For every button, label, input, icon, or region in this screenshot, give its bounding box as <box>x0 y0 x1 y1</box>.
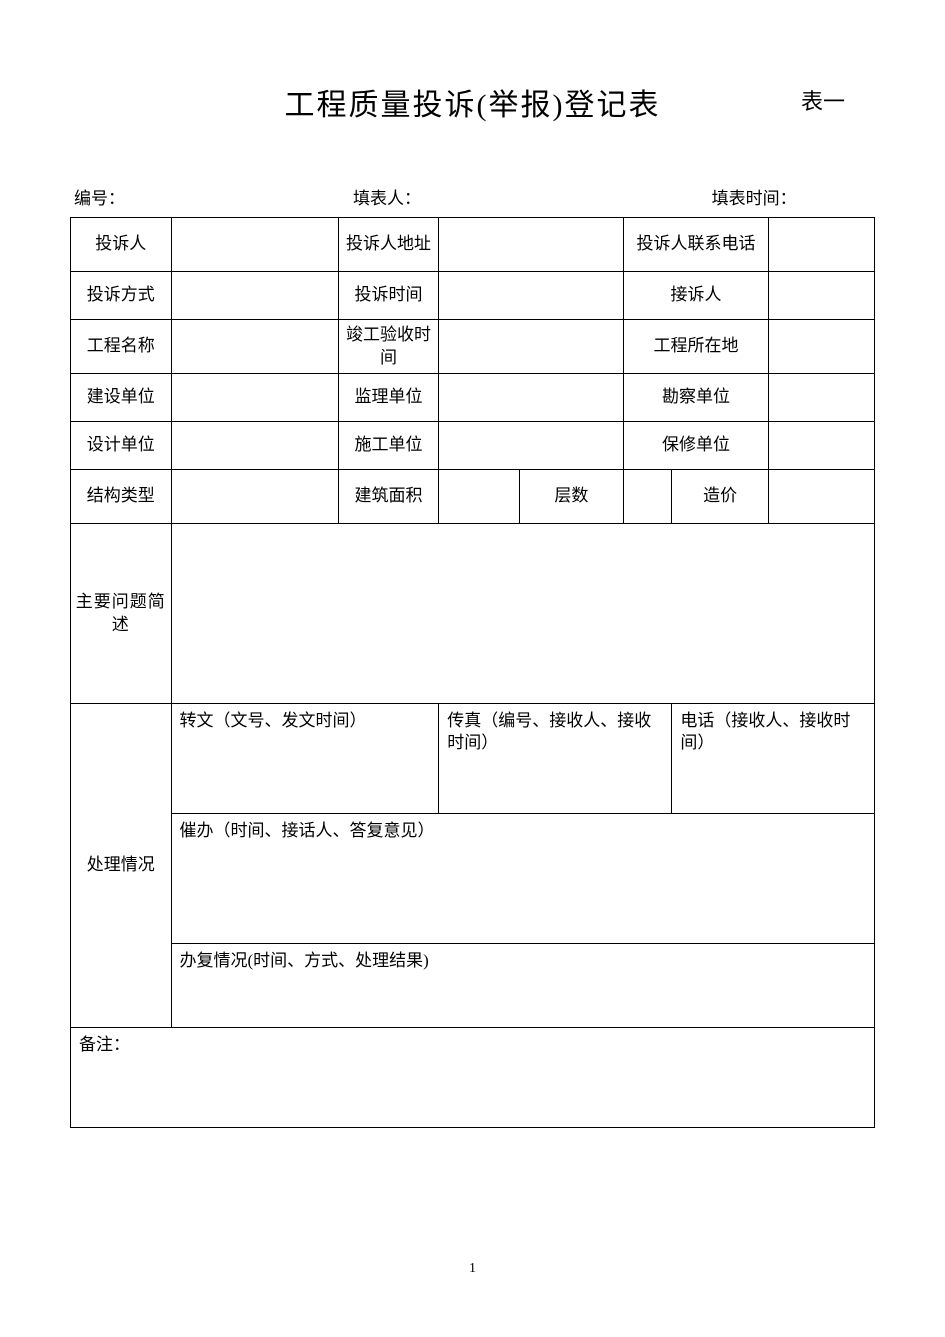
label-structure-type: 结构类型 <box>71 470 172 524</box>
value-project-name <box>171 320 338 374</box>
value-construction-unit <box>171 374 338 422</box>
label-warranty-unit: 保修单位 <box>624 422 769 470</box>
number-label: 编号： <box>74 184 313 209</box>
table-row: 催办（时间、接话人、答复意见） <box>71 814 875 944</box>
value-location <box>768 320 874 374</box>
value-phone <box>768 218 874 272</box>
label-builder-unit: 施工单位 <box>338 422 439 470</box>
fill-time-label: 填表时间： <box>712 184 871 209</box>
label-main-issue: 主要问题简 述 <box>71 524 172 704</box>
label-location: 工程所在地 <box>624 320 769 374</box>
table-row: 投诉方式 投诉时间 接诉人 <box>71 272 875 320</box>
label-complaint-time: 投诉时间 <box>338 272 439 320</box>
label-project-name: 工程名称 <box>71 320 172 374</box>
label-complainant: 投诉人 <box>71 218 172 272</box>
value-main-issue <box>171 524 875 704</box>
label-supervision-unit: 监理单位 <box>338 374 439 422</box>
value-method <box>171 272 338 320</box>
value-supervision-unit <box>439 374 624 422</box>
table-row: 投诉人 投诉人地址 投诉人联系电话 <box>71 218 875 272</box>
table-row: 结构类型 建筑面积 层数 造价 <box>71 470 875 524</box>
table-row: 处理情况 转文（文号、发文时间） 传真（编号、接收人、接收时间） 电话（接收人、… <box>71 704 875 814</box>
value-complainant <box>171 218 338 272</box>
value-builder-unit <box>439 422 624 470</box>
filler-label: 填表人： <box>353 184 672 209</box>
value-design-unit <box>171 422 338 470</box>
value-address <box>439 218 624 272</box>
page-number: 1 <box>0 1261 945 1277</box>
label-method: 投诉方式 <box>71 272 172 320</box>
table-row: 办复情况(时间、方式、处理结果) <box>71 944 875 1028</box>
label-cost: 造价 <box>672 470 768 524</box>
table-row: 建设单位 监理单位 勘察单位 <box>71 374 875 422</box>
table-row: 设计单位 施工单位 保修单位 <box>71 422 875 470</box>
label-receiver: 接诉人 <box>624 272 769 320</box>
label-survey-unit: 勘察单位 <box>624 374 769 422</box>
label-phone: 投诉人联系电话 <box>624 218 769 272</box>
value-structure-type <box>171 470 338 524</box>
label-urge: 催办（时间、接话人、答复意见） <box>171 814 875 944</box>
label-fax: 传真（编号、接收人、接收时间） <box>439 704 672 814</box>
value-complaint-time <box>439 272 624 320</box>
title-row: 工程质量投诉(举报)登记表 表一 <box>70 80 875 124</box>
label-completion-time: 竣工验收时间 <box>338 320 439 374</box>
table-row: 工程名称 竣工验收时间 工程所在地 <box>71 320 875 374</box>
main-title: 工程质量投诉(举报)登记表 <box>285 80 661 124</box>
label-remark: 备注： <box>71 1028 875 1128</box>
label-phone-handling: 电话（接收人、接收时间） <box>672 704 875 814</box>
label-area: 建筑面积 <box>338 470 439 524</box>
label-floors: 层数 <box>519 470 624 524</box>
label-construction-unit: 建设单位 <box>71 374 172 422</box>
value-floors <box>624 470 672 524</box>
value-warranty-unit <box>768 422 874 470</box>
table-row: 主要问题简 述 <box>71 524 875 704</box>
value-survey-unit <box>768 374 874 422</box>
value-completion-time <box>439 320 624 374</box>
label-design-unit: 设计单位 <box>71 422 172 470</box>
label-handling: 处理情况 <box>71 704 172 1028</box>
label-transfer: 转文（文号、发文时间） <box>171 704 439 814</box>
table-number: 表一 <box>801 84 845 116</box>
registration-table: 投诉人 投诉人地址 投诉人联系电话 投诉方式 投诉时间 接诉人 工程名称 竣工验… <box>70 217 875 1128</box>
label-address: 投诉人地址 <box>338 218 439 272</box>
value-area <box>439 470 519 524</box>
label-reply: 办复情况(时间、方式、处理结果) <box>171 944 875 1028</box>
meta-row: 编号： 填表人： 填表时间： <box>70 184 875 209</box>
value-cost <box>768 470 874 524</box>
table-row: 备注： <box>71 1028 875 1128</box>
value-receiver <box>768 272 874 320</box>
